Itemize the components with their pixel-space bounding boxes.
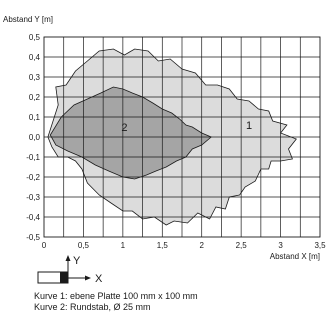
x-tick-label: 2	[199, 241, 204, 250]
tick-labels: 0,5 0,4 0,3 0,2 0,1 0,0 -0,1 -0,2 -0,3 -0,4 -0,50 0…	[26, 33, 326, 250]
curve-2-area	[49, 86, 212, 180]
y-tick-label: 0,4	[29, 53, 41, 62]
curve-label-2: 2	[121, 122, 127, 134]
y-tick-label: 0,5	[29, 33, 41, 42]
x-tick-label: 1	[121, 241, 126, 250]
y-tick-label: -0,4	[26, 213, 40, 222]
legend-curve-1: Kurve 1: ebene Platte 100 mm x 100 mm	[34, 291, 198, 301]
sensor-y-label: Y	[73, 255, 81, 267]
y-tick-label: -0,2	[26, 173, 40, 182]
y-arrow-head-icon	[65, 255, 71, 261]
grid-lines	[44, 37, 320, 237]
sensor-x-label: X	[95, 273, 103, 285]
x-tick-label: 0,5	[78, 241, 90, 250]
y-tick-label: 0,3	[29, 73, 41, 82]
curve-label-1: 1	[246, 120, 252, 132]
sensor-face-icon	[60, 272, 68, 283]
x-tick-label: 0	[42, 241, 47, 250]
y-tick-label: 0,1	[29, 113, 41, 122]
x-tick-label: 2,5	[236, 241, 248, 250]
plot-frame	[43, 36, 321, 238]
sensor-diagram: Y X	[37, 255, 103, 285]
y-tick-label: -0,5	[26, 233, 40, 242]
y-axis-label: Abstand Y [m]	[3, 15, 53, 24]
x-tick-label: 1,5	[157, 241, 169, 250]
curve-labels: 12	[121, 120, 252, 134]
y-tick-label: 0,2	[29, 93, 41, 102]
y-tick-label: -0,1	[26, 153, 40, 162]
y-tick-label: -0,3	[26, 193, 40, 202]
legend-curve-2: Kurve 2: Rundstab, Ø 25 mm	[34, 302, 151, 312]
x-arrow-head-icon	[85, 275, 91, 281]
x-axis-label: Abstand X [m]	[270, 252, 320, 261]
x-tick-label: 3	[278, 241, 283, 250]
y-tick-label: 0,0	[29, 133, 41, 142]
x-tick-label: 3,5	[314, 241, 326, 250]
